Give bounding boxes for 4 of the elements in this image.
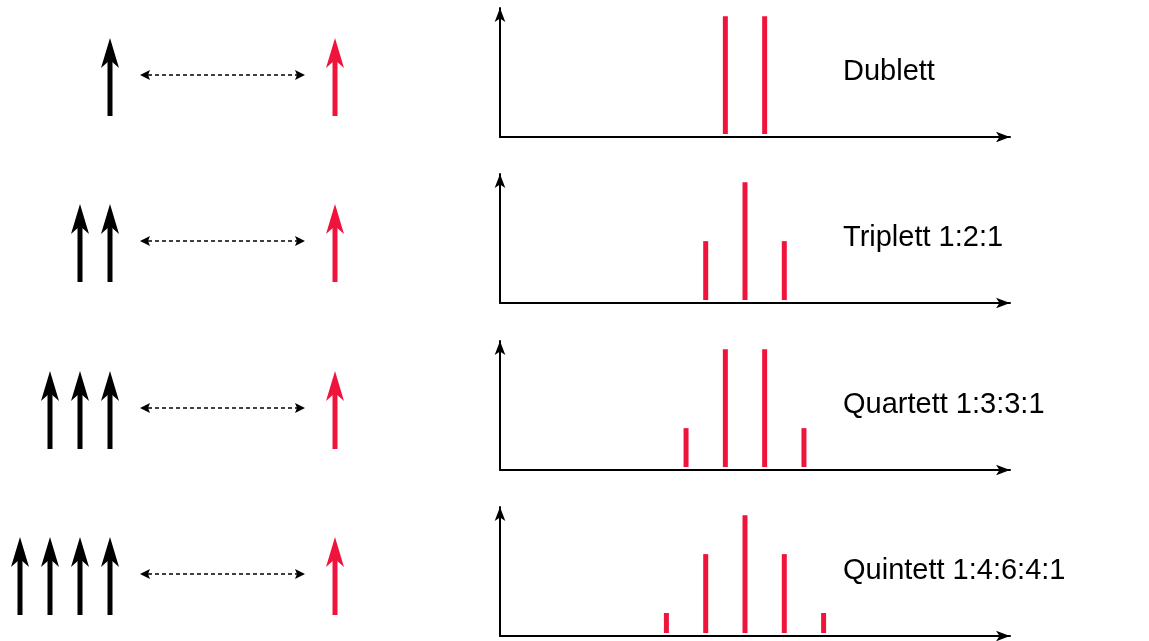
text: Triplett 1:2:1 bbox=[843, 219, 1004, 252]
text: Dublett bbox=[843, 53, 935, 86]
text: Quartett 1:3:3:1 bbox=[843, 386, 1045, 419]
annotation: Quintett 1:4:6:4:1 bbox=[843, 552, 1066, 585]
